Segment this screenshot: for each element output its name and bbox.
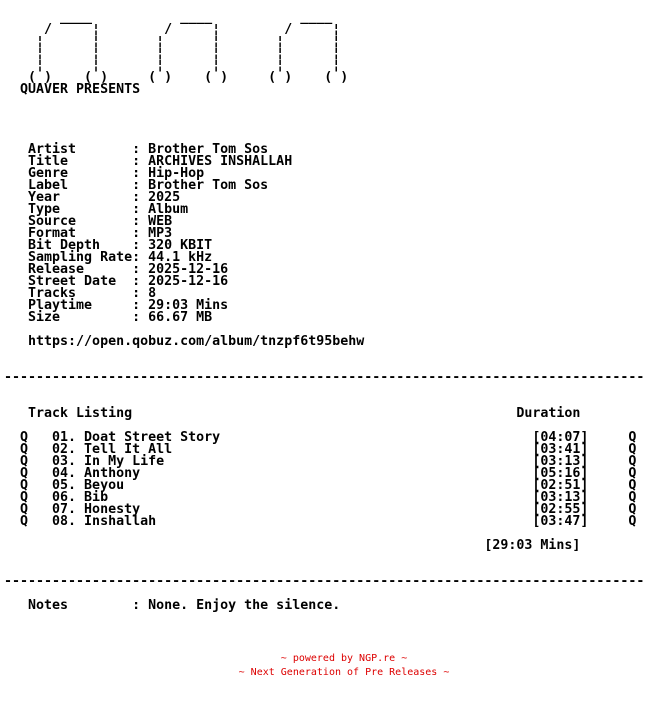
tracklist: Track Listing Duration Q 01. Doat Street… bbox=[20, 406, 637, 553]
footer-powered-by: ~ powered by NGP.re ~ bbox=[280, 653, 408, 664]
ascii-logo-quavers: ____ ____ ____ / ¦ / ¦ / ¦ ¦ ¦ ¦ ¦ ¦ ¦ ¦… bbox=[20, 10, 349, 97]
notes-line: Notes : None. Enjoy the silence. bbox=[4, 598, 341, 613]
separator-line: ----------------------------------------… bbox=[4, 574, 645, 589]
release-info: Artist : Brother Tom Sos Title : ARCHIVE… bbox=[28, 142, 365, 349]
separator-line: ----------------------------------------… bbox=[4, 370, 645, 385]
footer-tagline: ~ Next Generation of Pre Releases ~ bbox=[238, 667, 450, 678]
footer: ~ powered by NGP.re ~ ~ Next Generation … bbox=[0, 652, 648, 680]
